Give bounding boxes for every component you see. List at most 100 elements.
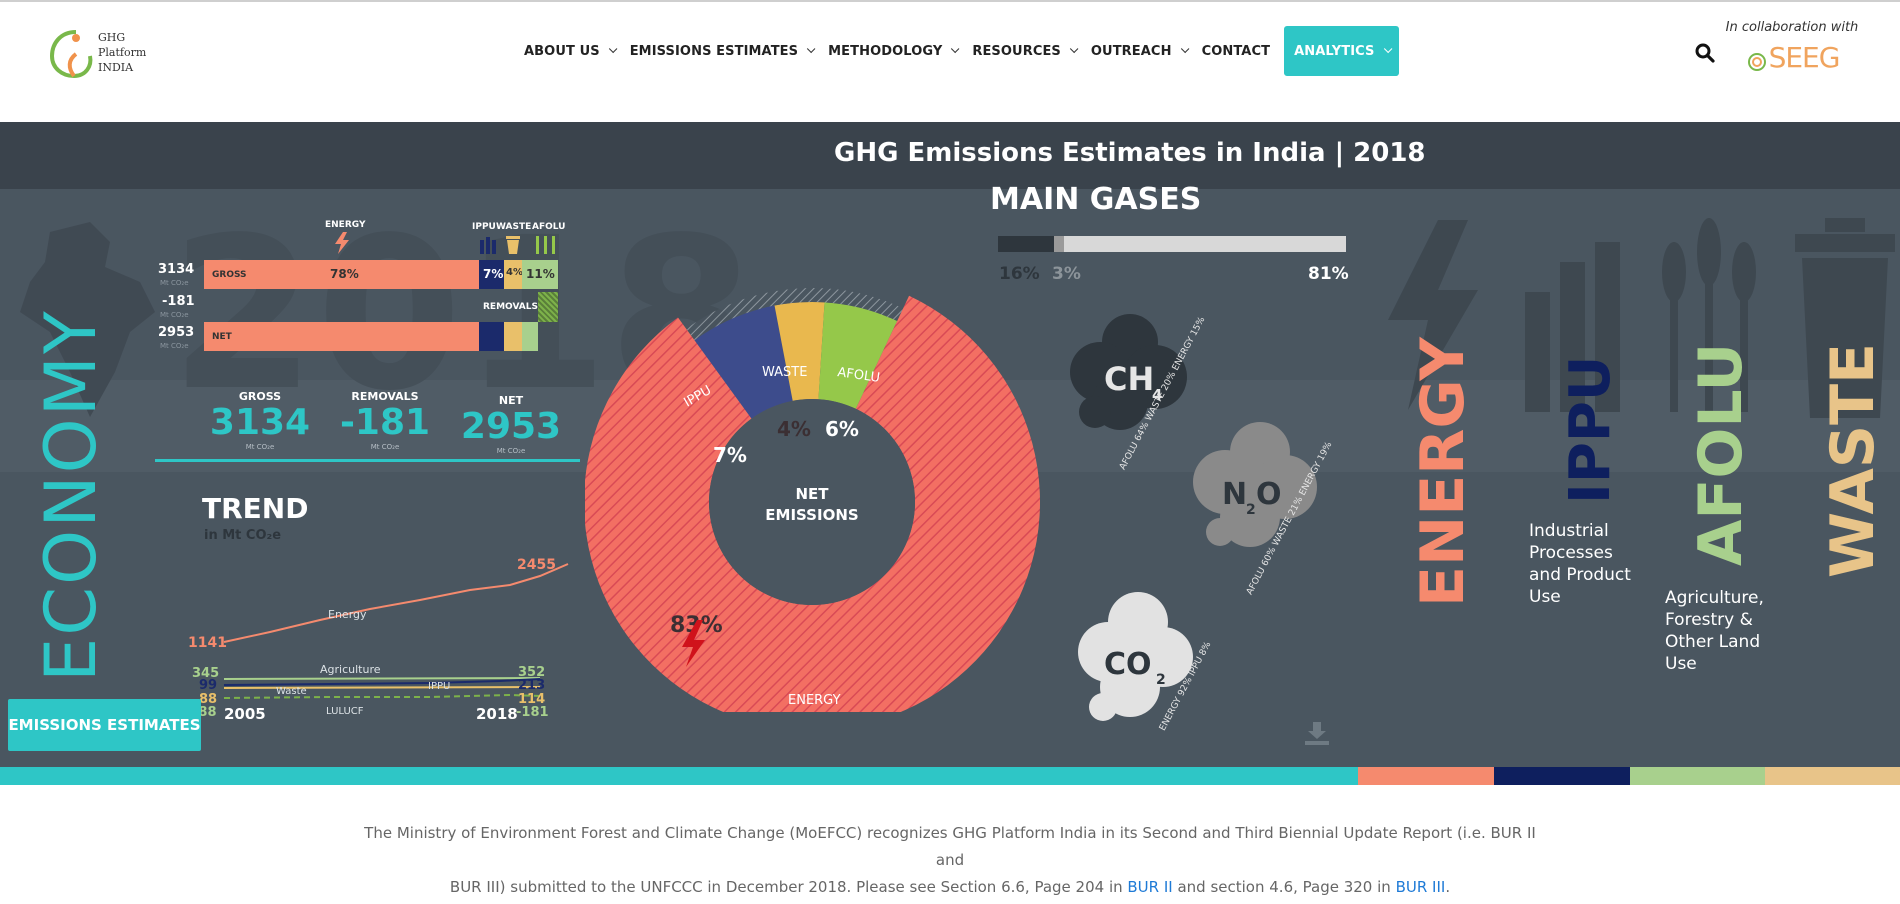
seeg-logo[interactable]: SEEG	[1722, 35, 1862, 74]
ippu-desc-line-2: Processes	[1529, 543, 1613, 563]
trend-energy-end: 2455	[517, 557, 556, 573]
gross-value-small: 3134	[158, 262, 195, 277]
sector-ippu-desc: Industrial Processes and Product Use	[1529, 520, 1631, 608]
svg-text:O: O	[1256, 477, 1282, 512]
trend-ippu-start: 99	[199, 678, 217, 693]
footer-text-2a: BUR III) submitted to the UNFCCC in Dece…	[449, 878, 1128, 896]
trend-agri-start: 345	[192, 666, 219, 681]
trend-energy-start: 1141	[188, 635, 227, 651]
total-net: NET 2953 Mt CO₂e	[456, 394, 566, 455]
factory-silhouette-icon	[1525, 242, 1620, 412]
gross-energy-segment: GROSS 78%	[204, 260, 479, 289]
waste-header-label: WASTE	[496, 222, 532, 232]
gross-ippu-segment: 7%	[479, 260, 504, 289]
donut-outer-ring-afolu	[824, 288, 904, 322]
donut-waste-label: WASTE	[762, 365, 807, 380]
trend-agri-end: 352	[518, 665, 545, 680]
emissions-infographic: 2018 GHG Emissions Estimates in India | …	[0, 122, 1900, 767]
donut-afolu-pct: 6%	[825, 417, 859, 441]
donut-afolu-label: AFOLU	[836, 365, 880, 386]
nav-emissions-estimates[interactable]: EMISSIONS ESTIMATES	[622, 26, 820, 76]
removals-unit-small: Mt CO₂e	[160, 311, 189, 319]
sector-ippu-label: IPPU	[1558, 355, 1623, 504]
removals-segment	[538, 292, 558, 322]
top-border	[0, 0, 1900, 2]
nav-methodology-label: METHODOLOGY	[828, 43, 943, 59]
infographic-title-bar: GHG Emissions Estimates in India | 2018	[0, 122, 1900, 189]
bur-ii-link[interactable]: BUR II	[1127, 878, 1173, 896]
gas-bar-segment-1	[998, 236, 1054, 252]
stripe-energy	[1358, 767, 1494, 785]
nav-analytics[interactable]: ANALYTICS	[1284, 26, 1399, 76]
footer-line-2: BUR III) submitted to the UNFCCC in Dece…	[350, 874, 1550, 901]
nav-contact[interactable]: CONTACT	[1194, 26, 1279, 76]
chevron-down-icon	[1069, 44, 1079, 54]
totals-divider	[155, 459, 580, 462]
donut-slice-afolu	[818, 302, 898, 409]
donut-outer-ring-ippu	[686, 291, 775, 341]
stripe-ippu	[1494, 767, 1630, 785]
ghg-platform-logo[interactable]: GHG Platform INDIA	[46, 24, 150, 84]
gross-ippu-share: 7%	[483, 267, 504, 281]
trend-ippu-end: 213	[518, 678, 545, 693]
net-ippu-segment	[479, 322, 504, 351]
total-gross-value: 3134	[209, 402, 311, 443]
total-removals-value: -181	[339, 402, 431, 443]
gross-waste-segment: 4%	[504, 260, 523, 289]
collab-label: In collaboration with	[1725, 20, 1859, 35]
trend-line-energy	[223, 563, 569, 643]
seeg-swirl-icon	[1747, 52, 1766, 71]
download-icon[interactable]	[1304, 722, 1330, 746]
donut-slice-ippu	[694, 305, 793, 419]
trend-line-lulucf	[223, 693, 541, 699]
chevron-down-icon	[806, 44, 816, 54]
ippu-desc-line-3: and Product	[1529, 565, 1631, 585]
net-value-small: 2953	[158, 325, 195, 340]
ippu-desc-line-4: Use	[1529, 587, 1561, 607]
trend-energy-name: Energy	[328, 608, 367, 621]
emissions-estimates-button[interactable]: EMISSIONS ESTIMATES	[8, 699, 201, 751]
net-afolu-segment	[522, 322, 538, 351]
collaboration-block: In collaboration with SEEG	[1722, 20, 1862, 74]
nav-about-us[interactable]: ABOUT US	[516, 26, 622, 76]
donut-center-line-2: EMISSIONS	[765, 506, 858, 524]
total-removals-unit: Mt CO₂e	[370, 443, 400, 451]
site-header: GHG Platform INDIA ABOUT US EMISSIONS ES…	[0, 2, 1900, 122]
gross-bar-label: GROSS	[212, 270, 247, 280]
svg-text:4: 4	[1152, 386, 1162, 404]
afolu-desc-line-3: Other Land	[1665, 632, 1761, 652]
lightning-silhouette-icon	[1388, 220, 1478, 410]
main-gases-bar	[998, 236, 1346, 252]
main-gases-title: MAIN GASES	[990, 182, 1202, 217]
trend-agri-name: Agriculture	[320, 663, 381, 676]
donut-waste-pct: 4%	[777, 417, 811, 441]
removals-label: REMOVALS	[483, 302, 538, 312]
search-icon[interactable]	[1694, 42, 1716, 64]
svg-text:2: 2	[1156, 672, 1166, 688]
total-net-value: 2953	[460, 406, 562, 447]
gross-energy-share: 78%	[330, 267, 359, 281]
india-map-icon	[20, 222, 155, 417]
gas-share-3: 81%	[1308, 264, 1349, 284]
total-removals-label: REMOVALS	[351, 390, 419, 403]
bur-iii-link[interactable]: BUR III	[1395, 878, 1446, 896]
nav-resources[interactable]: RESOURCES	[964, 26, 1083, 76]
footer-line-1: The Ministry of Environment Forest and C…	[364, 824, 1536, 869]
total-gross-label: GROSS	[238, 390, 282, 403]
trend-ippu-name: IPPU	[428, 681, 450, 692]
nav-outreach[interactable]: OUTREACH	[1083, 26, 1194, 76]
total-net-unit: Mt CO₂e	[496, 447, 526, 455]
total-gross-unit: Mt CO₂e	[245, 443, 275, 451]
trend-lulucf-end: -181	[516, 705, 549, 720]
nav-methodology[interactable]: METHODOLOGY	[820, 26, 964, 76]
trend-waste-name: Waste	[276, 686, 307, 697]
trend-waste-end: 114	[518, 692, 545, 707]
sector-waste-label: WASTE	[1818, 342, 1888, 578]
trend-waste-start: 88	[199, 692, 217, 707]
trend-chart: Energy Agriculture Waste IPPU LULUCF 114…	[188, 557, 569, 720]
net-energy-segment: NET	[204, 322, 479, 351]
trend-line-waste	[223, 686, 541, 689]
logo-line-2: Platform	[98, 46, 147, 59]
gross-waste-share: 4%	[506, 267, 523, 278]
logo-leaf-icon	[49, 30, 93, 79]
